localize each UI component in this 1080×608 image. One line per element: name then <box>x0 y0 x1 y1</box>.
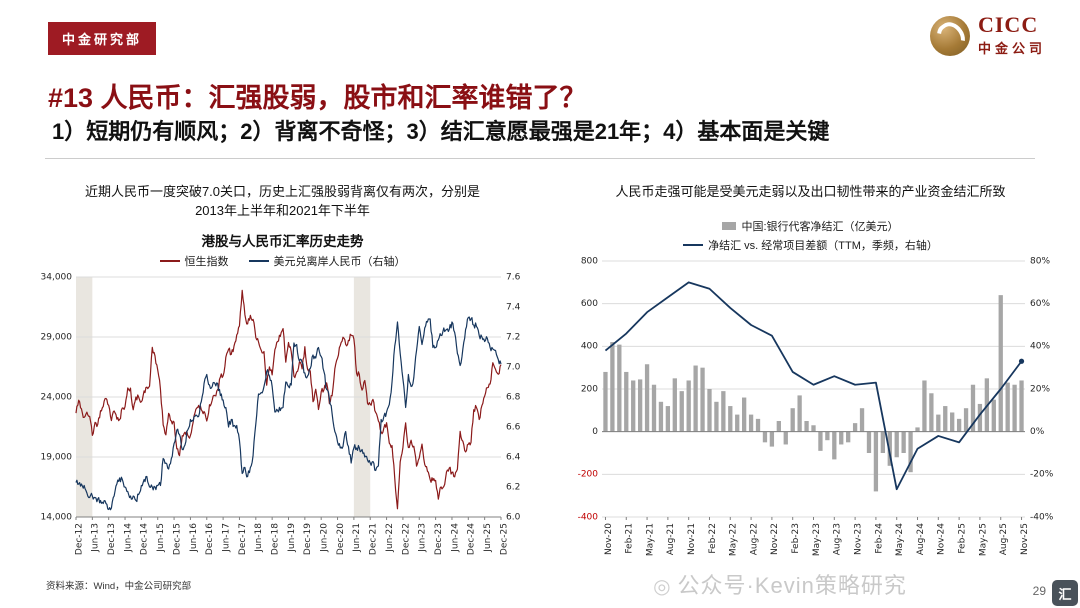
page-title: #13 人民币：汇强股弱，股市和汇率谁错了？ <box>48 83 587 113</box>
legend-item-hsi: 恒生指数 <box>159 253 229 269</box>
wechat-account-icon: ◎ <box>653 576 672 598</box>
dept-badge: 中金研究部 <box>48 22 157 55</box>
left-chart-title: 港股与人民币汇率历史走势 <box>201 233 364 249</box>
legend-label-hsi: 恒生指数 <box>184 255 229 268</box>
right-chart-caption: 人民币走强可能是受美元走弱以及出口韧性带来的产业资金结汇所致 <box>615 184 1006 199</box>
source-note: 资料来源：Wind，中金公司研究部 <box>46 581 192 592</box>
cicc-logo-text: CICC 中金公司 <box>978 14 1046 57</box>
settlement-bar-swatch <box>722 221 737 230</box>
cicc-emblem-icon <box>929 15 970 56</box>
title-divider <box>45 158 1035 159</box>
right-chart-legend: 中国:银行代客净结汇（亿美元） 净结汇 vs. 经常项目差额（TTM，季频，右轴… <box>558 218 1063 253</box>
legend-item-ratio-line: 净结汇 vs. 经常项目差额（TTM，季频，右轴） <box>683 237 938 253</box>
right-chart-panel: 人民币走强可能是受美元走弱以及出口韧性带来的产业资金结汇所致 中国:银行代客净结… <box>558 183 1063 569</box>
legend-label-usdcnh: 美元兑离岸人民币（右轴） <box>273 255 406 268</box>
ratio-line-swatch <box>683 243 704 246</box>
hsi-usdcnh-chart-canvas <box>30 268 535 569</box>
cicc-logo-en: CICC <box>977 12 1039 37</box>
usdcnh-line-swatch <box>248 259 269 262</box>
legend-item-settlement-bars: 中国:银行代客净结汇（亿美元） <box>722 218 899 234</box>
watermark-text: 公众号·Kevin策略研究 <box>677 573 907 598</box>
cicc-logo: CICC 中金公司 <box>929 14 1046 57</box>
left-chart-caption: 近期人民币一度突破7.0关口，历史上汇强股弱背离仅有两次，分别是 2013年上半… <box>30 183 535 221</box>
left-chart-legend: 恒生指数 美元兑离岸人民币（右轴） <box>30 253 535 269</box>
left-chart-panel: 近期人民币一度突破7.0关口，历史上汇强股弱背离仅有两次，分别是 2013年上半… <box>30 183 535 569</box>
page-subtitle: 1）短期仍有顺风；2）背离不奇怪；3）结汇意愿最强是21年；4）基本面是关键 <box>52 119 830 144</box>
hsi-line-swatch <box>159 259 180 262</box>
legend-item-usdcnh: 美元兑离岸人民币（右轴） <box>248 253 406 269</box>
settlement-chart-canvas <box>558 252 1063 569</box>
legend-label-ratio: 净结汇 vs. 经常项目差额（TTM，季频，右轴） <box>708 239 938 252</box>
gelonghui-logo: 汇 <box>1052 580 1078 606</box>
watermark: ◎ 公众号·Kevin策略研究 <box>500 568 1060 600</box>
cicc-logo-cn: 中金公司 <box>977 41 1046 56</box>
left-caption-line1: 近期人民币一度突破7.0关口，历史上汇强股弱背离仅有两次，分别是 <box>84 184 481 199</box>
legend-label-settlement: 中国:银行代客净结汇（亿美元） <box>741 220 899 233</box>
left-caption-line2: 2013年上半年和2021年下半年 <box>195 202 370 218</box>
page-number: 29 <box>1032 584 1046 598</box>
